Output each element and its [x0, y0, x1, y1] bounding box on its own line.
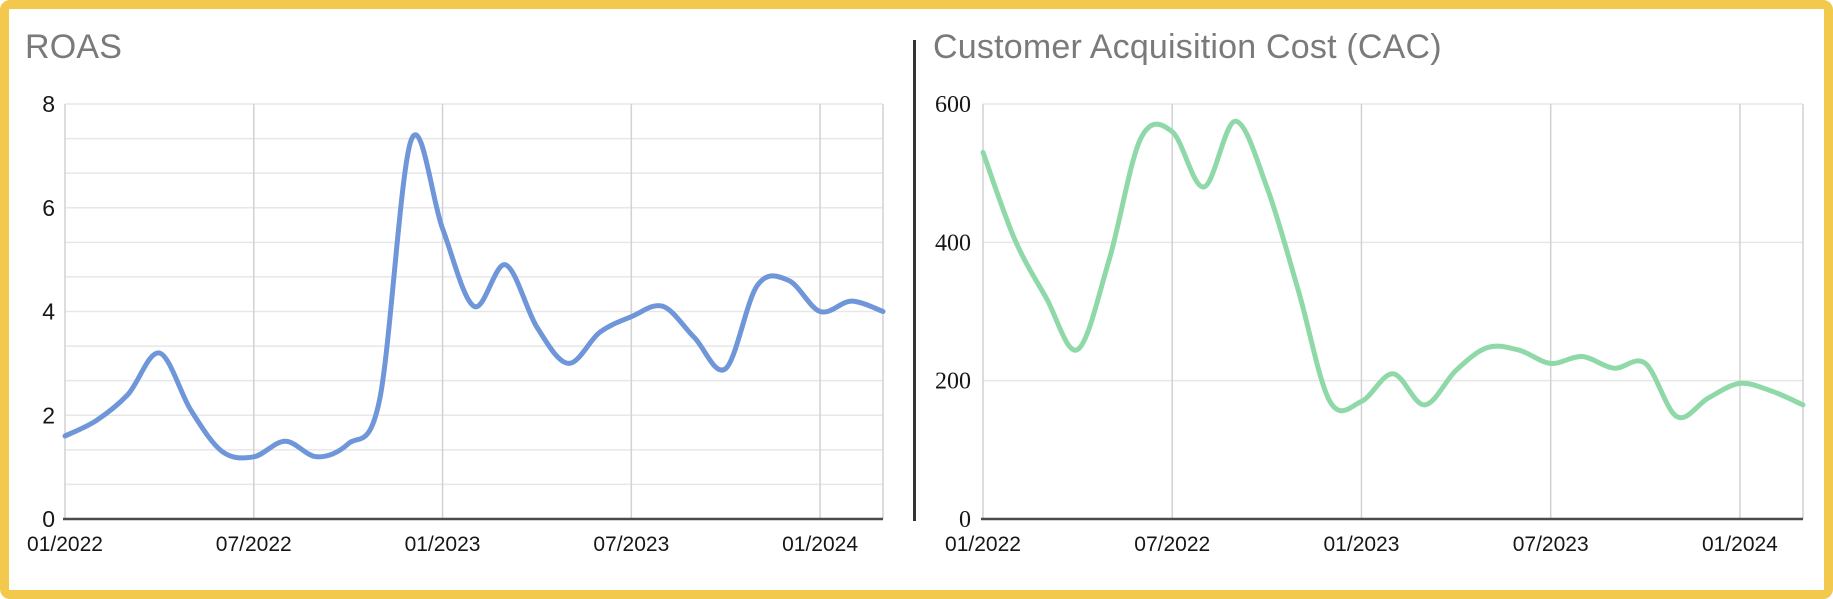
x-tick-label: 01/2023 [1324, 533, 1400, 556]
x-tick-label: 07/2022 [216, 533, 292, 556]
roas-chart: 0 2 4 6 8 01/2022 07/2022 01/2023 07/2023 01/2024 [27, 91, 886, 556]
panel-divider [913, 40, 916, 521]
y-tick-label: 6 [42, 195, 55, 221]
roas-chart-line [62, 132, 886, 461]
x-tick-label: 01/2024 [782, 533, 858, 556]
y-tick-label: 4 [42, 299, 55, 325]
x-tick-label: 01/2024 [1702, 533, 1778, 556]
y-tick-label: 2 [42, 402, 55, 428]
x-tick-label: 01/2022 [945, 533, 1021, 556]
y-tick-label: 600 [935, 92, 971, 118]
y-tick-label: 200 [935, 369, 971, 395]
y-tick-label: 8 [42, 91, 55, 117]
x-tick-label: 07/2022 [1134, 533, 1210, 556]
x-tick-label: 07/2023 [593, 533, 669, 556]
cac-chart: 0 200 400 600 01/2022 07/2022 01/2023 07/2023 01… [935, 92, 1806, 556]
y-tick-label: 0 [42, 506, 55, 532]
roas-chart-title: ROAS [25, 28, 123, 66]
x-tick-label: 01/2022 [27, 533, 103, 556]
x-tick-label: 01/2023 [405, 533, 481, 556]
cac-chart-line [980, 118, 1806, 421]
y-tick-label: 400 [935, 230, 971, 256]
cac-chart-title: Customer Acquisition Cost (CAC) [933, 28, 1442, 66]
x-tick-label: 07/2023 [1513, 533, 1589, 556]
y-tick-label: 0 [959, 507, 971, 533]
